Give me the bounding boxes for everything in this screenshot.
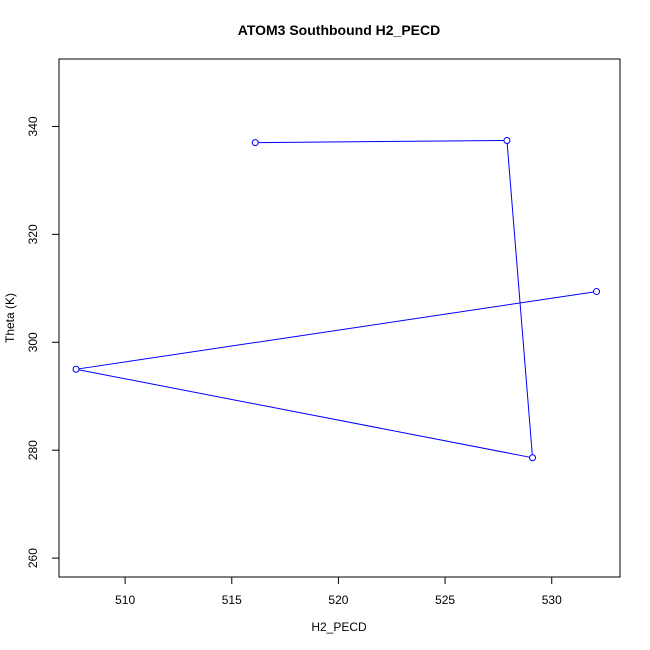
y-tick-label: 340	[26, 116, 40, 136]
y-axis-label: Theta (K)	[3, 293, 17, 343]
series-line-segment	[78, 291, 594, 370]
data-point	[503, 136, 511, 144]
data-point	[251, 139, 259, 147]
chart-title: ATOM3 Southbound H2_PECD	[238, 22, 440, 38]
x-tick-label: 520	[328, 593, 348, 607]
data-point	[529, 454, 537, 462]
series-line-segment	[506, 143, 533, 455]
y-tick-label: 260	[26, 548, 40, 568]
y-tick-label: 320	[26, 224, 40, 244]
series-line-segment	[258, 140, 504, 144]
series-line-segment	[78, 369, 530, 458]
plot-frame	[58, 58, 621, 578]
data-point	[593, 288, 601, 296]
x-tick-label: 525	[435, 593, 455, 607]
x-tick-label: 515	[222, 593, 242, 607]
x-axis-label: H2_PECD	[311, 620, 367, 634]
series-layer	[72, 136, 601, 462]
data-point	[72, 365, 80, 373]
x-tick-label: 530	[542, 593, 562, 607]
x-axis: 510 515 520 525 530	[115, 577, 562, 607]
x-tick-label: 510	[115, 593, 135, 607]
y-tick-label: 280	[26, 440, 40, 460]
y-axis: 260 280 300 320 340	[26, 116, 59, 568]
y-tick-label: 300	[26, 332, 40, 352]
